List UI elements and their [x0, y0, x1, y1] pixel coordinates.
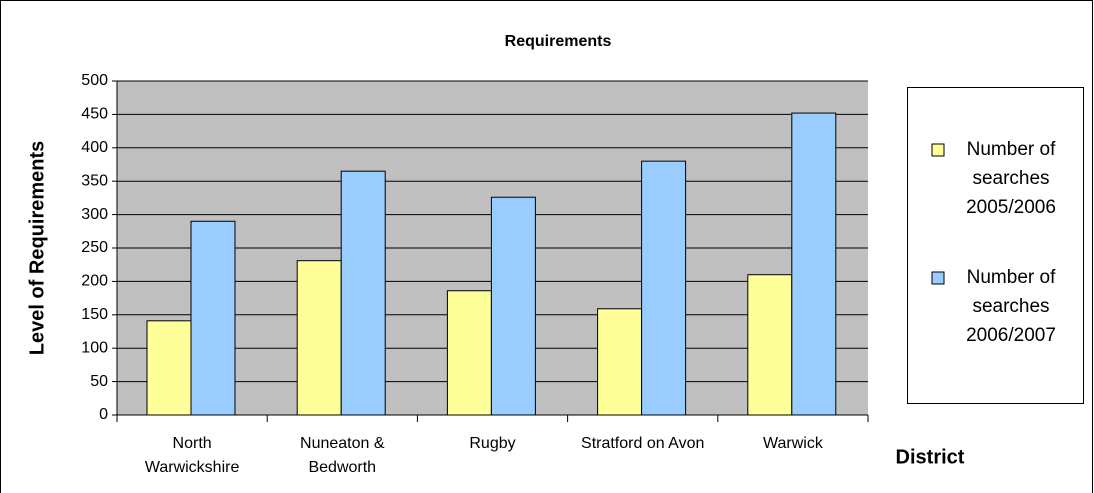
- y-tick-label: 500: [81, 72, 108, 89]
- legend-box: [907, 87, 1084, 404]
- y-tick-label: 200: [81, 273, 108, 290]
- y-tick-label: 350: [81, 172, 108, 189]
- x-tick-label: Nuneaton & Bedworth: [300, 435, 385, 476]
- bar: [597, 308, 643, 416]
- bar: [146, 320, 192, 416]
- bar: [791, 112, 837, 416]
- y-axis-label: Level of Requirements: [26, 141, 48, 356]
- x-tick-label: North Warwickshire: [144, 435, 240, 476]
- y-tick-label: 300: [81, 206, 108, 223]
- x-axis-label: District: [896, 446, 965, 468]
- bar: [296, 260, 342, 416]
- bar: [747, 274, 793, 416]
- legend-label: Number of searches 2006/2007: [966, 267, 1056, 346]
- bar: [641, 160, 687, 416]
- bar: [190, 220, 236, 416]
- bar: [446, 290, 492, 416]
- y-tick-label: 450: [81, 106, 108, 123]
- chart-title: Requirements: [505, 33, 612, 50]
- y-tick-label: 400: [81, 139, 108, 156]
- bar: [490, 196, 536, 416]
- y-tick-label: 150: [81, 306, 108, 323]
- y-tick-label: 250: [81, 239, 108, 256]
- x-tick-label: Stratford on Avon: [581, 435, 705, 452]
- y-tick-label: 50: [90, 373, 108, 390]
- x-tick-label: Warwick: [762, 435, 823, 452]
- legend-swatch: [931, 271, 945, 285]
- x-tick-label: Rugby: [469, 435, 516, 452]
- legend-swatch: [931, 143, 945, 157]
- y-tick-label: 0: [99, 406, 108, 423]
- legend-label: Number of searches 2005/2006: [966, 139, 1056, 218]
- y-tick-label: 100: [81, 339, 108, 356]
- bar: [340, 170, 386, 416]
